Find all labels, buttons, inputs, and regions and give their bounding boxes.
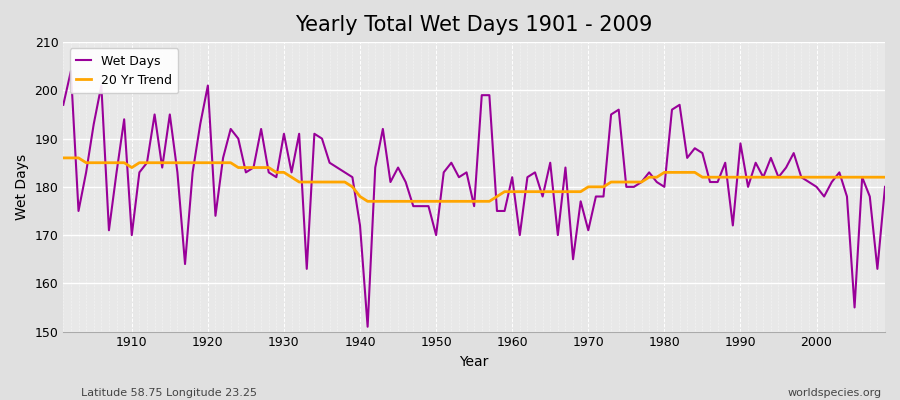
Wet Days — [66, 69, 77, 74]
Wet Days — [879, 184, 890, 189]
Wet Days — [339, 170, 350, 175]
Wet Days — [515, 233, 526, 238]
Title: Yearly Total Wet Days 1901 - 2009: Yearly Total Wet Days 1901 - 2009 — [295, 15, 652, 35]
20 Yr Trend — [58, 156, 68, 160]
Wet Days — [362, 324, 373, 329]
20 Yr Trend — [286, 175, 297, 180]
Line: Wet Days: Wet Days — [63, 71, 885, 327]
Y-axis label: Wet Days: Wet Days — [15, 154, 29, 220]
Text: worldspecies.org: worldspecies.org — [788, 388, 882, 398]
X-axis label: Year: Year — [460, 355, 489, 369]
Text: Latitude 58.75 Longitude 23.25: Latitude 58.75 Longitude 23.25 — [81, 388, 257, 398]
20 Yr Trend — [606, 180, 616, 184]
Wet Days — [58, 102, 68, 107]
20 Yr Trend — [879, 175, 890, 180]
Line: 20 Yr Trend: 20 Yr Trend — [63, 158, 885, 201]
20 Yr Trend — [515, 189, 526, 194]
Wet Days — [522, 175, 533, 180]
20 Yr Trend — [507, 189, 517, 194]
20 Yr Trend — [362, 199, 373, 204]
20 Yr Trend — [332, 180, 343, 184]
Wet Days — [126, 233, 137, 238]
Legend: Wet Days, 20 Yr Trend: Wet Days, 20 Yr Trend — [69, 48, 178, 93]
20 Yr Trend — [119, 160, 130, 165]
Wet Days — [293, 131, 304, 136]
Wet Days — [613, 107, 624, 112]
